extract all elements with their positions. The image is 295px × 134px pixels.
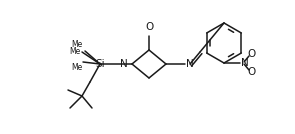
Text: O: O — [247, 49, 255, 59]
Text: N: N — [241, 58, 249, 68]
Text: Me: Me — [71, 63, 82, 72]
Text: Me: Me — [72, 40, 83, 49]
Text: O: O — [247, 67, 255, 77]
Text: Me: Me — [70, 47, 81, 57]
Text: N: N — [120, 59, 128, 69]
Text: O: O — [145, 22, 153, 32]
Text: Si: Si — [95, 59, 105, 69]
Text: N: N — [186, 59, 194, 69]
